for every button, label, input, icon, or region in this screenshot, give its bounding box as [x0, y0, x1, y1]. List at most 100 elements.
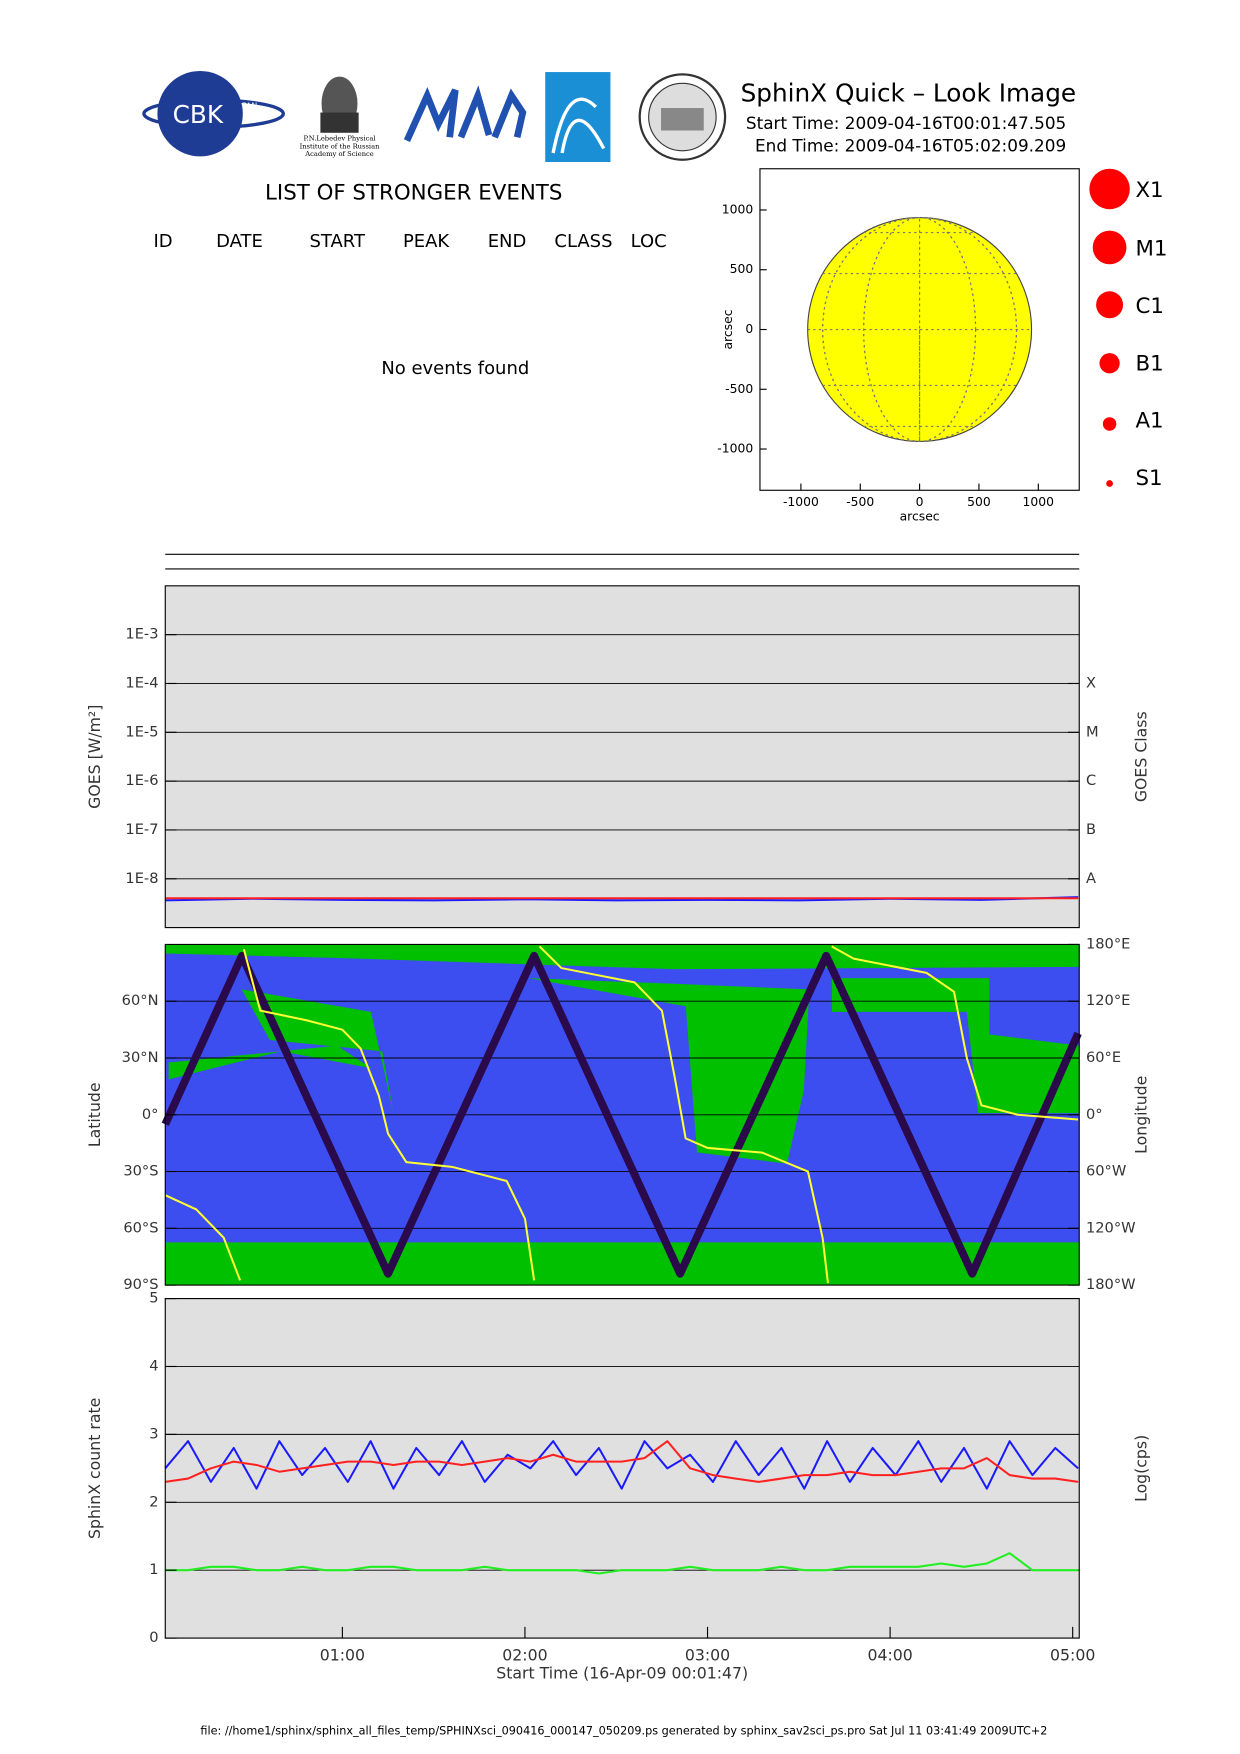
y-tick-label: 0	[745, 322, 753, 336]
y2-tick-label: 180°E	[1086, 935, 1130, 952]
no-events: No events found	[381, 358, 529, 379]
title: SphinX Quick – Look Image	[741, 79, 1077, 108]
series-line	[165, 1552, 1079, 1575]
x-tick-label: 1000	[1023, 495, 1055, 509]
y-tick-label: 500	[730, 262, 754, 276]
y2-tick-label: 180°W	[1086, 1276, 1136, 1293]
y-tick-label: 1E-7	[125, 821, 158, 838]
class-label: A1	[1135, 409, 1163, 434]
y-tick-label: 1E-3	[125, 626, 158, 643]
class-label: M1	[1135, 237, 1167, 262]
y-tick-label: 1E-4	[125, 674, 158, 691]
plot-background	[165, 585, 1080, 928]
y-tick-label: 60°N	[122, 992, 159, 1009]
y2-tick-label: X	[1086, 674, 1096, 691]
column-header: CLASS	[554, 231, 612, 252]
y-tick-label: 1E-8	[125, 870, 158, 887]
y-axis-label: Latitude	[85, 1082, 104, 1147]
y-axis-label: GOES [W/m²]	[85, 705, 104, 809]
radiation-belt	[168, 1045, 371, 1080]
radiation-belt	[241, 989, 394, 1114]
x-tick-label: -500	[846, 495, 874, 509]
y2-axis-label: GOES Class	[1132, 711, 1151, 802]
y-tick-label: 1E-5	[125, 723, 158, 740]
logo-seal	[638, 73, 727, 161]
y2-tick-label: A	[1086, 870, 1096, 887]
y-tick-label: 1	[149, 1561, 158, 1578]
x-tick-label: 03:00	[685, 1646, 730, 1665]
radiation-belt	[165, 1242, 1080, 1286]
y2-axis-label: Log(cps)	[1132, 1435, 1151, 1502]
column-header: LOC	[631, 231, 667, 252]
y-tick-label: -500	[725, 382, 753, 396]
logo-text: CBK	[173, 100, 224, 129]
logo-text: Institute of the Russian	[300, 142, 381, 150]
y2-tick-label: 120°W	[1086, 1219, 1136, 1236]
plot-background	[165, 1298, 1080, 1639]
logo-lebedev: P.N.Lebedev Physical Institute of the Ru…	[300, 76, 381, 158]
class-dot	[1096, 291, 1124, 319]
x-tick-label: 04:00	[867, 1646, 912, 1665]
series-line	[164, 945, 1079, 1284]
y-tick-label: 4	[149, 1357, 158, 1374]
y-tick-label: 30°S	[123, 1163, 158, 1180]
column-header: ID	[153, 231, 172, 252]
x-axis-label: Start Time (16-Apr-09 00:01:47)	[496, 1664, 748, 1683]
y-tick-label: 1E-6	[125, 772, 158, 789]
y-tick-label: 60°S	[123, 1219, 158, 1236]
plot-frame	[164, 585, 1080, 929]
class-dot	[1089, 168, 1130, 210]
logo-cbk: CBK PAN	[142, 70, 285, 157]
y2-tick-label: 0°	[1086, 1106, 1103, 1123]
x-tick-label: -1000	[783, 495, 819, 509]
column-header: START	[310, 231, 366, 252]
y-axis-label: arcsec	[721, 309, 735, 349]
class-dot	[1106, 480, 1113, 487]
y-tick-label: 0°	[142, 1106, 159, 1123]
logo-text: Academy of Science	[304, 150, 374, 158]
events-title: LIST OF STRONGER EVENTS	[265, 180, 562, 205]
y2-tick-label: C	[1086, 772, 1096, 789]
y2-tick-label: 120°E	[1086, 992, 1130, 1009]
y2-tick-label: M	[1086, 723, 1099, 740]
class-label: B1	[1135, 351, 1163, 376]
series-line	[164, 1440, 1079, 1490]
start-time: Start Time: 2009-04-16T00:01:47.505	[746, 113, 1066, 133]
radiation-belt	[165, 944, 1080, 970]
series-line	[161, 951, 1082, 1278]
disk-grid	[822, 217, 1018, 442]
x-tick-label: 500	[967, 495, 991, 509]
logo-text: PAN	[242, 101, 258, 110]
end-time: End Time: 2009-04-16T05:02:09.209	[755, 135, 1066, 155]
y2-tick-label: 60°E	[1086, 1049, 1121, 1066]
y-tick-label: 0	[149, 1629, 158, 1646]
x-tick-label: 01:00	[320, 1646, 365, 1665]
series-line	[165, 1440, 1079, 1483]
logo-text: P.N.Lebedev Physical	[303, 134, 375, 142]
y-tick-label: 3	[149, 1425, 158, 1442]
class-label: C1	[1135, 294, 1163, 319]
logo-mpah	[403, 85, 527, 143]
class-legend: X1 M1 C1 B1 A1 S1	[1089, 168, 1167, 491]
y-tick-label: -1000	[717, 442, 753, 456]
y-tick-label: 30°N	[122, 1049, 159, 1066]
x-axis-label: arcsec	[900, 510, 940, 524]
y2-tick-label: 60°W	[1086, 1163, 1126, 1180]
y2-axis-label: Longitude	[1132, 1076, 1151, 1154]
footer: file: //home1/sphinx/sphinx_all_files_te…	[200, 1724, 1047, 1737]
y-tick-label: 5	[149, 1290, 158, 1307]
class-dot	[1099, 353, 1120, 374]
class-label: X1	[1135, 178, 1163, 203]
y-tick-label: 1000	[722, 202, 754, 216]
radiation-belt	[831, 978, 1080, 1114]
column-header: PEAK	[403, 231, 450, 252]
y-tick-label: 90°S	[123, 1276, 158, 1293]
column-header: END	[488, 231, 527, 252]
class-dot	[1102, 417, 1117, 431]
class-dot	[1092, 230, 1127, 265]
logo-arc	[545, 72, 611, 163]
x-tick-label: 0	[916, 495, 924, 509]
y-axis-label: SphinX count rate	[85, 1398, 104, 1539]
plot-frame	[164, 1298, 1080, 1639]
